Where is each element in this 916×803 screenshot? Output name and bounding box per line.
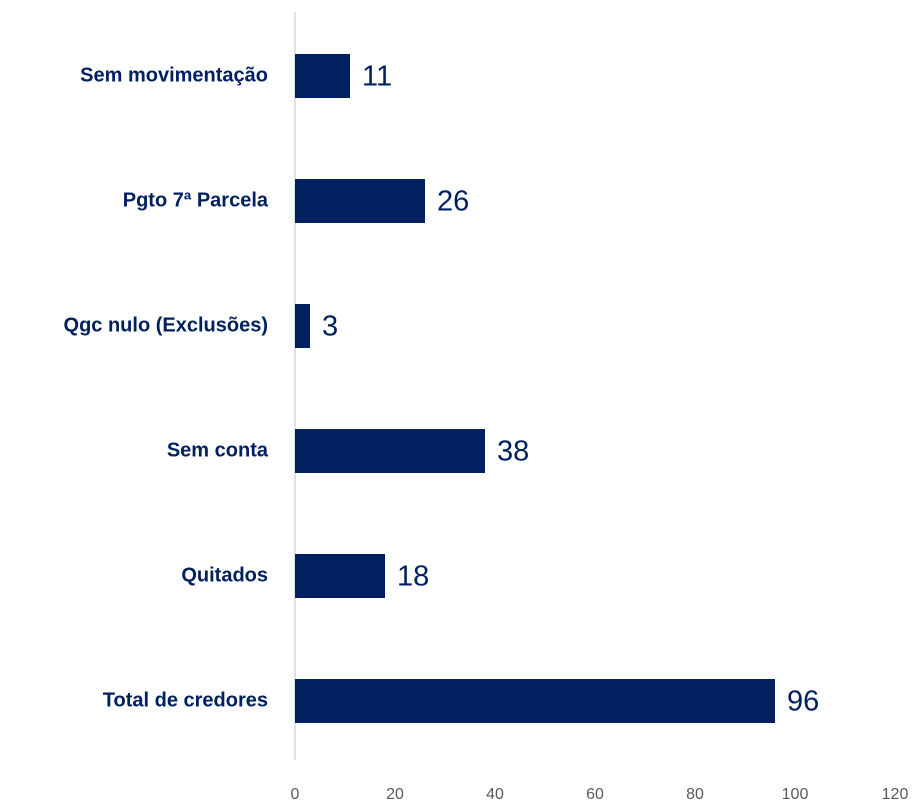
- x-tick-label: 100: [782, 786, 809, 803]
- category-label: Qgc nulo (Exclusões): [64, 314, 268, 336]
- category-label: Total de credores: [103, 689, 268, 711]
- x-tick-label: 0: [291, 786, 300, 803]
- category-label: Quitados: [181, 564, 268, 586]
- bar: [295, 554, 385, 598]
- data-label: 3: [322, 311, 338, 343]
- data-label: 26: [437, 186, 469, 218]
- category-label: Sem conta: [167, 439, 269, 461]
- x-tick-label: 40: [486, 786, 504, 803]
- data-label: 11: [362, 61, 392, 93]
- bar: [295, 179, 425, 223]
- bar: [295, 429, 485, 473]
- data-label: 96: [787, 686, 819, 718]
- bar: [295, 304, 310, 348]
- category-label: Pgto 7ª Parcela: [123, 189, 269, 211]
- data-label: 38: [497, 436, 529, 468]
- x-tick-label: 120: [882, 786, 909, 803]
- x-tick-label: 60: [586, 786, 604, 803]
- x-tick-label: 20: [386, 786, 404, 803]
- category-label: Sem movimentação: [80, 64, 268, 86]
- bar: [295, 679, 775, 723]
- data-label: 18: [397, 561, 429, 593]
- x-tick-label: 80: [686, 786, 704, 803]
- bar: [295, 54, 350, 98]
